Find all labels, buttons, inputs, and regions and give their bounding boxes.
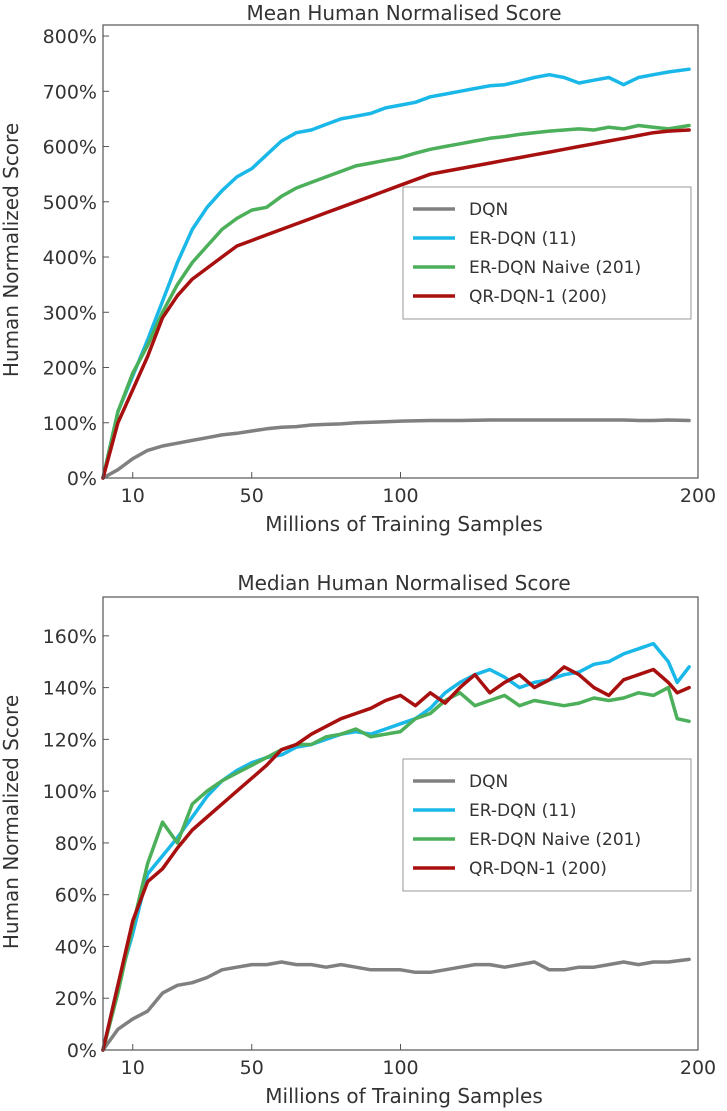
y-tick-label: 600% bbox=[43, 137, 97, 159]
y-tick-label: 300% bbox=[43, 302, 97, 324]
series-line-qr-dqn-1-200 bbox=[101, 665, 691, 1052]
y-tick-label: 60% bbox=[55, 885, 97, 907]
y-tick-label: 500% bbox=[43, 192, 97, 214]
series-line-dqn bbox=[101, 957, 691, 1052]
chart-title: Mean Human Normalised Score bbox=[246, 1, 561, 25]
legend-label: QR-DQN-1 (200) bbox=[469, 287, 607, 307]
legend: DQN ER-DQN (11) ER-DQN Naive (201) QR-DQN-1… bbox=[402, 186, 692, 320]
series-line-er-dqn-naive-201 bbox=[101, 685, 691, 1052]
y-tick-label: 20% bbox=[55, 988, 97, 1010]
series-line-qr-dqn-1-200 bbox=[101, 128, 691, 480]
y-tick-label: 0% bbox=[67, 468, 97, 490]
legend-label: QR-DQN-1 (200) bbox=[469, 859, 607, 879]
series-line-er-dqn-11 bbox=[101, 67, 691, 480]
median-score-chart: Median Human Normalised Score 10 50 100 200… bbox=[0, 571, 716, 1108]
x-tick-label: 10 bbox=[121, 1057, 145, 1079]
y-tick-label: 800% bbox=[43, 26, 97, 48]
chart-title: Median Human Normalised Score bbox=[237, 571, 570, 595]
plot-frame bbox=[102, 24, 699, 479]
legend-label: ER-DQN Naive (201) bbox=[469, 258, 641, 278]
x-axis-label: Millions of Training Samples bbox=[265, 1084, 543, 1108]
legend-label: DQN bbox=[469, 772, 508, 792]
x-tick-label: 50 bbox=[240, 1057, 264, 1079]
legend: DQN ER-DQN (11) ER-DQN Naive (201) QR-DQN-1… bbox=[402, 758, 692, 892]
y-tick-label: 160% bbox=[43, 626, 97, 648]
y-tick-label: 40% bbox=[55, 936, 97, 958]
y-axis-label: Human Normalized Score bbox=[0, 695, 23, 949]
mean-score-chart: Mean Human Normalised Score 10 50 100 200 0%… bbox=[0, 1, 716, 536]
y-tick-label: 700% bbox=[43, 81, 97, 103]
x-tick-label: 50 bbox=[240, 485, 264, 507]
y-tick-label: 400% bbox=[43, 247, 97, 269]
y-tick-label: 0% bbox=[67, 1040, 97, 1062]
x-tick-label: 100 bbox=[382, 485, 418, 507]
y-axis-label: Human Normalized Score bbox=[0, 123, 23, 377]
x-tick-label: 200 bbox=[680, 1057, 716, 1079]
series-line-er-dqn-11 bbox=[101, 641, 691, 1052]
x-tick-label: 100 bbox=[382, 1057, 418, 1079]
x-axis-label: Millions of Training Samples bbox=[265, 512, 543, 536]
legend-label: DQN bbox=[469, 200, 508, 220]
y-tick-label: 120% bbox=[43, 729, 97, 751]
y-tick-label: 200% bbox=[43, 358, 97, 380]
y-tick-label: 140% bbox=[43, 678, 97, 700]
legend-label: ER-DQN (11) bbox=[469, 229, 577, 249]
y-tick-label: 100% bbox=[43, 413, 97, 435]
plot-frame bbox=[102, 596, 699, 1051]
series-line-dqn bbox=[101, 418, 691, 480]
y-tick-label: 80% bbox=[55, 833, 97, 855]
x-tick-label: 10 bbox=[121, 485, 145, 507]
legend-label: ER-DQN Naive (201) bbox=[469, 830, 641, 850]
y-tick-label: 100% bbox=[43, 781, 97, 803]
legend-label: ER-DQN (11) bbox=[469, 801, 577, 821]
series-line-er-dqn-naive-201 bbox=[101, 123, 691, 480]
x-tick-label: 200 bbox=[680, 485, 716, 507]
